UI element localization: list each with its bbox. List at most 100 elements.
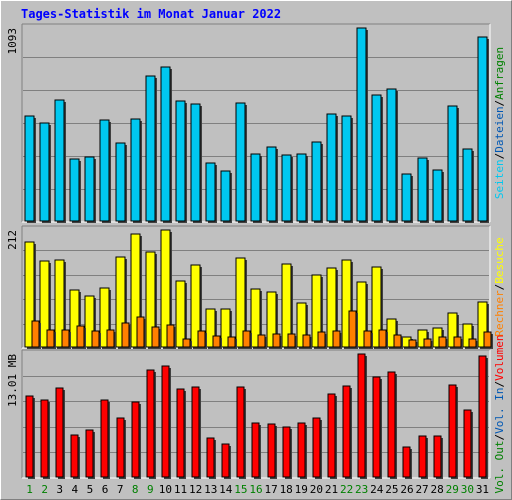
seiten-bar [235,102,246,222]
rechner-bar [31,320,40,348]
besuche-bar [160,229,171,348]
volumen-bar [146,369,155,478]
rechner-bar [136,316,145,348]
rechner-bar [363,330,372,348]
besuche-bar [266,291,277,348]
x-tick-label: 11 [174,483,187,496]
volumen-bar [387,371,396,478]
x-tick-label: 5 [87,483,94,496]
legend-item: Vol. Out [493,440,506,493]
volumen-bar [55,387,64,478]
x-tick-label: 15 [234,483,247,496]
besuche-bar [145,251,156,348]
besuche-bar [341,259,352,348]
max-label-panel-1: 212 [6,230,19,250]
x-tick-label: 1 [26,483,33,496]
legend-item: Volumen [493,335,506,381]
besuche-bar [190,264,201,348]
volumen-bar [357,353,366,478]
besuche-bar [175,280,186,348]
besuche-bar [130,233,141,348]
besuche-bar [462,323,473,348]
seiten-bar [281,154,292,222]
volumen-bar [161,365,170,478]
volumen-bar [433,435,442,478]
rechner-bar [393,334,402,348]
rechner-bar [302,334,311,348]
x-tick-label: 12 [189,483,202,496]
x-tick-label: 23 [355,483,368,496]
seiten-bar [24,115,35,222]
seiten-bar [462,148,473,222]
seiten-bar [296,153,307,222]
legend-item: Rechner [493,290,506,337]
rechner-bar [46,329,55,348]
seiten-bar [432,169,443,222]
besuche-bar [371,266,382,348]
rechner-bar [438,336,447,348]
volumen-bar [342,385,351,478]
seiten-bar [447,105,458,222]
volumen-bar [297,422,306,478]
x-tick-label: 28 [431,483,444,496]
besuche-bar [99,287,110,348]
legend-item: / [493,100,506,107]
seiten-bar [220,170,231,222]
seiten-bar [250,153,261,222]
x-tick-label: 13 [204,483,217,496]
volumen-bar [463,409,472,478]
rechner-bar [76,325,85,348]
besuche-bar [326,267,337,348]
volumen-bar [206,437,215,478]
x-tick-label: 3 [56,483,63,496]
besuche-bar [39,260,50,348]
x-tick-label: 18 [280,483,293,496]
besuche-bar [115,256,126,348]
volumen-bar [478,355,487,478]
max-label-panel-0: 1093 [6,28,19,55]
rechner-bar [468,338,477,348]
legend-item: / [493,381,506,388]
rechner-bar [197,330,206,348]
seiten-bar [175,100,186,222]
volumen-bar [70,434,79,478]
volumen-bar [327,393,336,478]
x-tick-label: 21 [325,483,338,496]
rechner-bar [212,335,221,348]
legend-item: / [493,284,506,291]
volumen-bar [267,423,276,478]
rechner-bar [272,333,281,348]
x-tick-label: 10 [159,483,172,496]
seiten-bar [160,66,171,222]
seiten-bar [401,173,412,222]
rechner-bar [227,336,236,348]
x-tick-label: 19 [295,483,308,496]
volumen-bar [282,426,291,478]
x-tick-label: 2 [41,483,48,496]
besuche-bar [54,259,65,348]
max-label-panel-2: 13.01 MB [6,354,19,407]
rechner-bar [106,329,115,348]
seiten-bar [54,99,65,222]
rechner-bar [332,330,341,348]
seiten-bar [417,157,428,222]
rechner-bar [287,333,296,348]
rechner-bar [166,324,175,348]
seiten-bar [115,142,126,222]
volumen-bar [402,446,411,478]
besuche-bar [447,312,458,348]
seiten-bar [130,118,141,222]
seiten-bar [356,27,367,222]
volumen-bar [251,422,260,478]
volumen-bar [85,429,94,478]
legend-item: Besuche [493,237,506,283]
x-tick-label: 8 [132,483,139,496]
x-tick-label: 22 [340,483,353,496]
rechner-bar [423,338,432,348]
seiten-bar [326,113,337,222]
seiten-bar [341,115,352,222]
x-tick-label: 31 [476,483,489,496]
rechner-bar [483,331,492,348]
seiten-bar [190,103,201,222]
